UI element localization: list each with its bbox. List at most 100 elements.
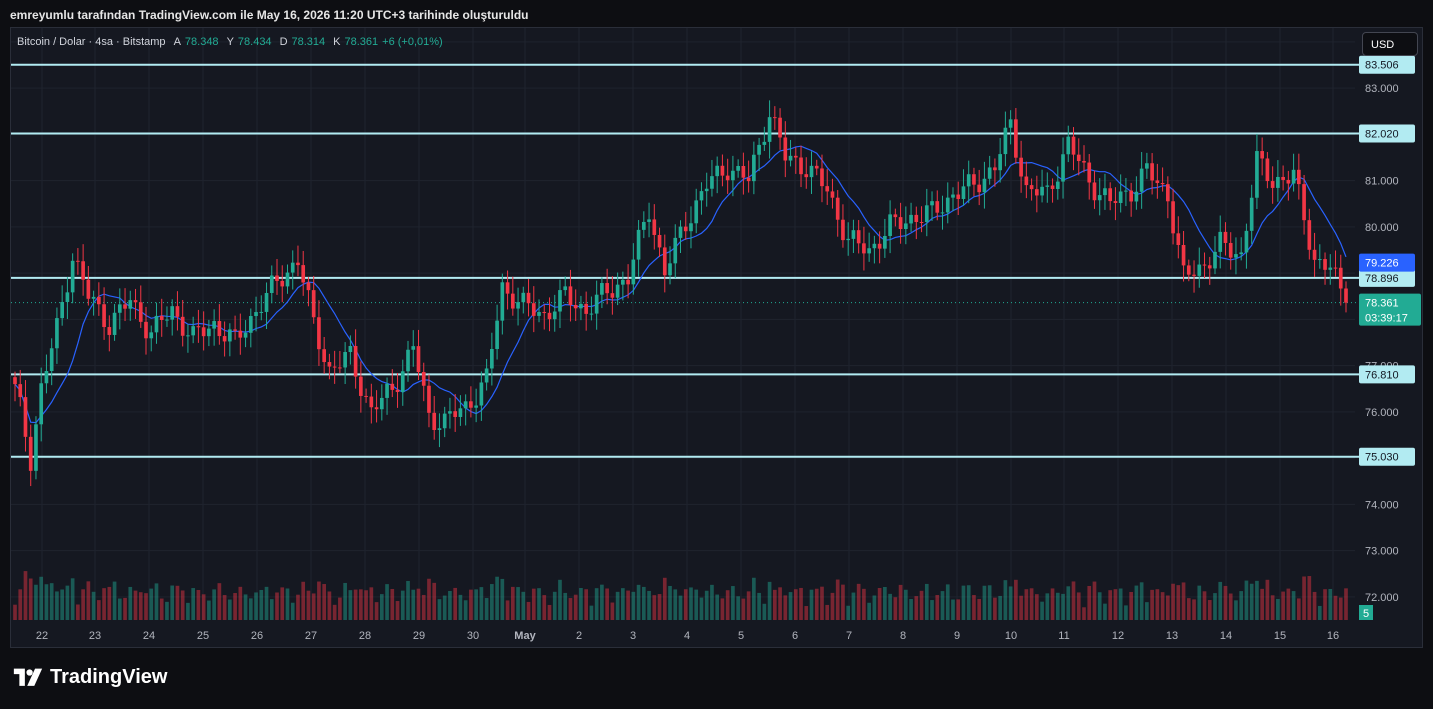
volume-bar — [479, 587, 484, 620]
candle-body — [594, 294, 599, 314]
candle-body — [39, 383, 44, 425]
candle-body — [238, 330, 243, 338]
level-price-label-bg — [1359, 124, 1415, 143]
volume-bar — [1223, 585, 1228, 620]
volume-bar — [364, 590, 368, 620]
volume-bar — [264, 586, 269, 620]
candle-body — [600, 283, 604, 295]
volume-bar — [647, 590, 651, 620]
volume-bar — [594, 588, 599, 620]
candle-body — [1323, 259, 1327, 270]
x-tick-label: 25 — [197, 630, 209, 642]
x-tick-label: 29 — [413, 630, 425, 642]
volume-bar — [395, 601, 400, 620]
last-price-label: 78.361 — [1365, 298, 1399, 310]
candle-body — [516, 302, 520, 309]
candle-body — [1249, 197, 1254, 231]
volume-bar — [175, 585, 180, 620]
volume-bar — [385, 584, 389, 620]
ma-line — [14, 145, 1347, 424]
volume-bar — [421, 594, 426, 620]
candle-body — [972, 174, 976, 185]
volume-bar — [788, 592, 793, 620]
volume-bar — [406, 580, 410, 620]
candle-body — [966, 174, 971, 187]
volume-bar — [1087, 585, 1092, 620]
candle-body — [222, 336, 227, 342]
candle-body — [814, 165, 819, 169]
chart-panel[interactable]: 84.00083.00082.00081.00080.00079.00078.0… — [10, 27, 1423, 648]
candle-body — [898, 217, 903, 230]
candle-body — [1082, 161, 1086, 163]
volume-bar — [448, 590, 452, 620]
price-chart[interactable]: 84.00083.00082.00081.00080.00079.00078.0… — [11, 28, 1423, 648]
volume-bar — [505, 600, 510, 620]
candle-body — [442, 413, 447, 429]
candle-body — [201, 327, 206, 337]
candle-body — [668, 263, 672, 276]
x-tick-label: 22 — [36, 630, 48, 642]
x-tick-label: May — [514, 630, 536, 642]
currency-button[interactable]: USD — [1362, 32, 1418, 56]
candle-body — [510, 293, 515, 309]
candle-body — [432, 412, 437, 430]
candle-body — [191, 326, 195, 336]
candle-body — [343, 352, 347, 368]
volume-bar — [584, 589, 589, 620]
tradingview-logo[interactable]: TradingView — [12, 666, 167, 689]
candle-body — [856, 230, 861, 244]
candle-body — [804, 174, 809, 178]
volume-bar — [196, 590, 201, 620]
candle-body — [924, 205, 929, 223]
volume-bar — [322, 584, 327, 620]
volume-bar — [605, 588, 609, 620]
candle-body — [374, 407, 379, 410]
volume-bar — [793, 589, 798, 620]
volume-bar — [1344, 588, 1348, 620]
candle-body — [799, 157, 803, 175]
candle-body — [327, 362, 332, 367]
candle-body — [647, 219, 651, 222]
volume-bar — [589, 605, 594, 620]
volume-bar — [416, 588, 421, 620]
last-price-badge — [1359, 293, 1421, 326]
candle-body — [479, 382, 484, 406]
volume-bar — [390, 588, 395, 620]
volume-bar — [924, 583, 929, 620]
symbol-name: Bitcoin / Dolar · 4sa · Bitstamp — [17, 36, 166, 48]
candle-body — [820, 168, 824, 187]
volume-bar — [348, 590, 353, 620]
candle-body — [469, 401, 473, 408]
candle-body — [55, 318, 59, 349]
volume-bar — [317, 581, 321, 620]
volume-bar — [888, 593, 892, 620]
volume-bar — [573, 594, 578, 620]
open-label: A — [173, 36, 181, 48]
candle-body — [196, 326, 201, 328]
volume-bar — [862, 588, 866, 620]
candle-body — [914, 214, 919, 222]
volume-bar — [940, 591, 945, 620]
candle-body — [369, 396, 374, 408]
candle-body — [568, 286, 573, 305]
candle-body — [379, 397, 384, 410]
volume-badge-label: 5 — [1363, 608, 1369, 620]
candle-body — [982, 178, 987, 193]
volume-bar — [552, 591, 557, 620]
candle-body — [207, 328, 211, 337]
volume-bar — [993, 597, 997, 620]
low-value: 78.314 — [291, 36, 326, 48]
volume-bar — [715, 594, 720, 620]
candle-body — [28, 436, 33, 471]
candle-body — [846, 238, 851, 241]
candle-body — [835, 197, 840, 220]
candle-body — [123, 304, 127, 309]
candle-body — [830, 191, 835, 198]
candle-body — [165, 319, 169, 321]
candle-body — [500, 282, 505, 321]
volume-bar — [1019, 595, 1023, 620]
ma-price-label: 79.226 — [1365, 258, 1399, 270]
candle-body — [1338, 267, 1343, 289]
volume-bar — [353, 589, 358, 620]
candle-body — [1145, 163, 1149, 169]
